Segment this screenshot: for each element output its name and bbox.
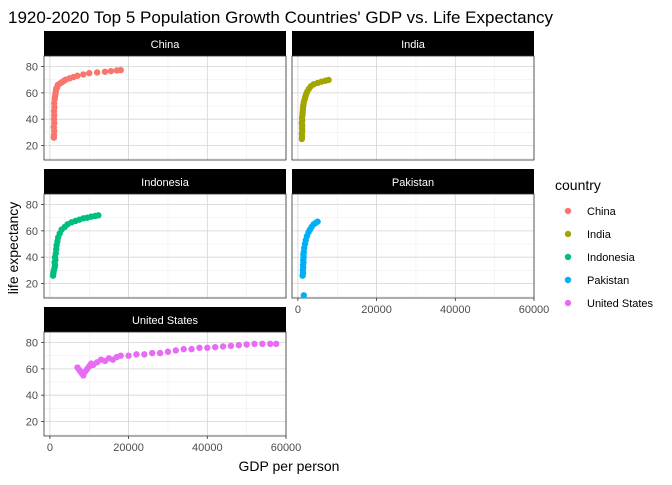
data-point-united-states	[219, 343, 227, 350]
data-point-united-states	[125, 352, 132, 359]
legend-marker-pakistan	[564, 276, 572, 284]
y-tick-label: 80	[26, 200, 38, 212]
y-tick-label: 80	[26, 338, 38, 350]
y-axis-label: life expectancy	[5, 202, 21, 295]
x-tick-label: 40000	[440, 304, 471, 316]
x-tick-label: 20000	[361, 304, 392, 316]
y-tick-label: 60	[26, 364, 38, 376]
strip-united-states	[44, 307, 286, 332]
legend-label-china: China	[587, 206, 617, 218]
x-tick-label: 20000	[113, 442, 144, 454]
strip-label-united-states: United States	[132, 315, 199, 327]
data-point-china	[74, 72, 81, 79]
y-tick-label: 80	[26, 62, 38, 74]
legend-marker-india	[564, 230, 572, 238]
data-point-united-states	[117, 352, 124, 359]
strip-label-india: India	[401, 39, 426, 51]
y-tick-label: 20	[26, 141, 38, 153]
strip-china	[44, 31, 286, 56]
data-point-pakistan	[314, 218, 321, 225]
legend-marker-united-states	[564, 299, 572, 307]
x-tick-label: 60000	[271, 442, 302, 454]
strip-pakistan	[292, 169, 534, 194]
panel-pakistan: Pakistan 0 20000 40000 60000	[291, 169, 550, 316]
data-point-united-states	[272, 340, 280, 348]
strip-label-china: China	[151, 39, 181, 51]
y-tick-label: 40	[26, 252, 38, 264]
x-tick-label: 60000	[519, 304, 550, 316]
y-tick-label: 20	[26, 279, 38, 291]
legend-marker-indonesia	[564, 253, 572, 261]
panel-china: China 20 40 60 80	[26, 31, 287, 161]
panel-background	[44, 56, 286, 160]
data-point-china	[101, 68, 109, 75]
legend-label-pakistan: Pakistan	[587, 275, 629, 287]
y-tick-label: 60	[26, 88, 38, 100]
data-point-united-states	[251, 340, 258, 348]
legend-label-india: India	[587, 229, 612, 241]
data-point-united-states	[243, 341, 250, 348]
legend-marker-china	[564, 207, 572, 215]
data-point-united-states	[267, 340, 274, 348]
data-point-china	[93, 69, 101, 76]
panel-border	[43, 55, 287, 161]
panel-india: India	[291, 31, 535, 161]
chart-title: 1920-2020 Top 5 Population Growth Countr…	[8, 8, 554, 27]
panel-border	[43, 331, 287, 437]
data-point-china	[86, 69, 93, 77]
data-point-united-states	[141, 351, 148, 358]
strip-india	[292, 31, 534, 56]
data-point-united-states	[164, 348, 172, 355]
x-axis-label: GDP per person	[239, 458, 340, 474]
data-point-united-states	[180, 345, 187, 353]
legend-label-indonesia: Indonesia	[587, 252, 636, 264]
y-tick-label: 60	[26, 226, 38, 238]
data-point-united-states	[156, 349, 164, 357]
strip-indonesia	[44, 169, 286, 194]
data-point-united-states	[227, 342, 235, 350]
legend-label-united-states: United States	[587, 298, 654, 310]
data-point-china	[80, 71, 87, 78]
strip-label-indonesia: Indonesia	[141, 177, 190, 189]
panel-background	[44, 194, 286, 298]
x-tick-label: 0	[47, 442, 53, 454]
data-point-china	[107, 67, 115, 75]
data-point-united-states	[188, 345, 195, 353]
data-point-indonesia	[95, 212, 102, 219]
data-point-united-states	[259, 340, 266, 348]
panel-indonesia: Indonesia 20 40 60 80	[26, 169, 287, 299]
legend-title: country	[555, 177, 601, 193]
panel-background	[292, 194, 534, 298]
y-tick-label: 40	[26, 390, 38, 402]
data-point-united-states	[133, 351, 140, 358]
x-tick-label: 0	[295, 304, 301, 316]
data-point-china	[117, 66, 124, 74]
panel-background	[44, 332, 286, 436]
panel-border	[291, 193, 535, 299]
panel-background	[292, 56, 534, 160]
legend: country China India Indonesia Pakistan Unite…	[555, 177, 654, 310]
y-tick-label: 20	[26, 417, 38, 429]
data-point-pakistan	[300, 292, 308, 299]
data-point-united-states	[211, 343, 219, 351]
panel-united-states: United States 20 40 60 80 0 20000 40000 60000	[26, 307, 302, 454]
data-point-united-states	[196, 344, 203, 351]
facet-panels: China 20 40 60 80 India Indonesia 20 40 60 80 Pakis…	[26, 31, 550, 454]
data-point-india	[325, 76, 332, 84]
panel-border	[43, 193, 287, 299]
panel-border	[291, 55, 535, 161]
data-point-united-states	[172, 347, 180, 354]
data-point-united-states	[235, 341, 242, 349]
y-tick-label: 40	[26, 114, 38, 126]
x-tick-label: 40000	[192, 442, 223, 454]
data-point-united-states	[149, 349, 156, 357]
strip-label-pakistan: Pakistan	[392, 177, 434, 189]
data-point-united-states	[204, 344, 211, 351]
